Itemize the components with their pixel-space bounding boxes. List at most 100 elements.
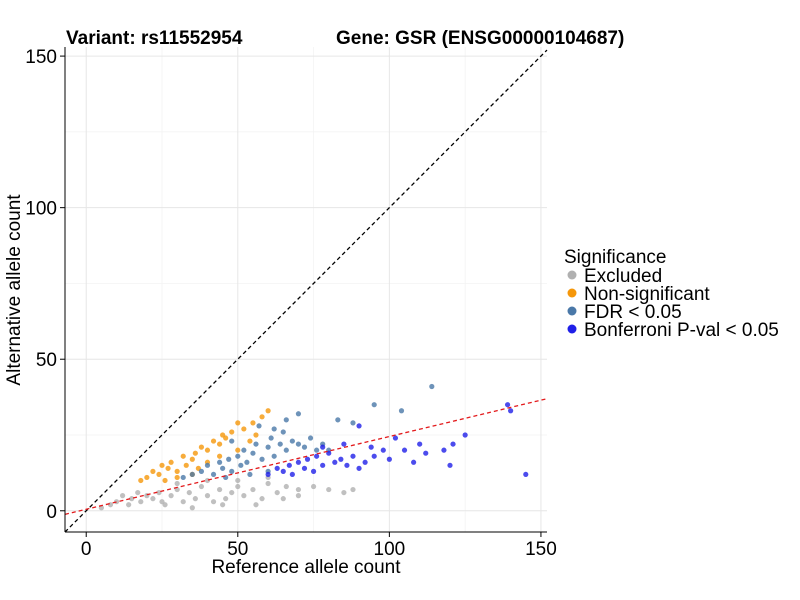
point-non-significant bbox=[165, 465, 171, 471]
y-tick-label: 100 bbox=[25, 199, 57, 220]
point-fdr-0-05 bbox=[238, 462, 244, 468]
point-bonferroni-p-val-0-05 bbox=[380, 447, 386, 453]
point-non-significant bbox=[159, 462, 165, 468]
point-bonferroni-p-val-0-05 bbox=[368, 444, 374, 450]
chart-title-variant: Variant: rs11552954 bbox=[66, 28, 243, 49]
point-excluded bbox=[310, 483, 317, 490]
point-excluded bbox=[119, 493, 126, 499]
point-excluded bbox=[326, 486, 332, 493]
x-tick-label: 150 bbox=[525, 539, 557, 560]
point-excluded bbox=[186, 489, 192, 496]
point-fdr-0-05 bbox=[268, 435, 274, 441]
point-non-significant bbox=[138, 477, 144, 484]
point-excluded bbox=[129, 496, 135, 502]
point-fdr-0-05 bbox=[229, 468, 235, 474]
point-non-significant bbox=[156, 471, 162, 478]
point-bonferroni-p-val-0-05 bbox=[301, 465, 308, 471]
point-bonferroni-p-val-0-05 bbox=[280, 468, 286, 474]
point-non-significant bbox=[265, 408, 271, 414]
point-excluded bbox=[253, 502, 259, 508]
point-excluded bbox=[113, 499, 120, 505]
point-bonferroni-p-val-0-05 bbox=[274, 465, 280, 471]
point-bonferroni-p-val-0-05 bbox=[423, 450, 429, 456]
point-fdr-0-05 bbox=[301, 444, 308, 450]
point-non-significant bbox=[192, 450, 198, 456]
grid bbox=[65, 47, 547, 532]
point-bonferroni-p-val-0-05 bbox=[508, 408, 514, 414]
point-excluded bbox=[135, 489, 141, 496]
x-axis-title: Reference allele count bbox=[211, 557, 401, 578]
point-fdr-0-05 bbox=[198, 468, 205, 474]
point-bonferroni-p-val-0-05 bbox=[386, 456, 392, 462]
point-fdr-0-05 bbox=[217, 459, 223, 465]
point-bonferroni-p-val-0-05 bbox=[320, 444, 326, 450]
point-fdr-0-05 bbox=[280, 429, 286, 435]
point-excluded bbox=[259, 496, 265, 502]
point-non-significant bbox=[250, 420, 256, 426]
legend-label: Excluded bbox=[584, 266, 662, 287]
point-fdr-0-05 bbox=[210, 471, 217, 478]
point-bonferroni-p-val-0-05 bbox=[417, 441, 423, 447]
point-non-significant bbox=[183, 462, 189, 468]
point-non-significant bbox=[235, 420, 241, 426]
point-excluded bbox=[229, 489, 235, 496]
point-bonferroni-p-val-0-05 bbox=[392, 435, 399, 441]
axis-ticks: 0 50 100 150 0 50 100 150 bbox=[25, 47, 556, 560]
legend-key bbox=[567, 270, 577, 280]
point-excluded bbox=[274, 489, 280, 496]
point-bonferroni-p-val-0-05 bbox=[371, 453, 377, 459]
point-non-significant bbox=[150, 468, 156, 474]
point-bonferroni-p-val-0-05 bbox=[350, 453, 356, 459]
point-fdr-0-05 bbox=[250, 450, 256, 456]
legend-label: FDR < 0.05 bbox=[584, 302, 682, 323]
point-excluded bbox=[223, 496, 229, 502]
point-fdr-0-05 bbox=[283, 447, 289, 453]
point-non-significant bbox=[162, 477, 168, 484]
point-fdr-0-05 bbox=[241, 447, 247, 453]
point-fdr-0-05 bbox=[295, 411, 302, 417]
point-fdr-0-05 bbox=[295, 441, 302, 447]
legend: Significance ExcludedNon-significantFDR … bbox=[564, 247, 779, 341]
legend-label: Bonferroni P-val < 0.05 bbox=[584, 320, 779, 341]
point-non-significant bbox=[174, 468, 180, 474]
point-fdr-0-05 bbox=[220, 465, 226, 471]
point-fdr-0-05 bbox=[350, 420, 356, 426]
point-excluded bbox=[295, 486, 302, 493]
point-fdr-0-05 bbox=[429, 383, 435, 390]
legend-key bbox=[567, 288, 577, 298]
point-excluded bbox=[341, 489, 347, 496]
point-bonferroni-p-val-0-05 bbox=[523, 471, 529, 478]
point-fdr-0-05 bbox=[235, 453, 241, 459]
point-excluded bbox=[159, 499, 165, 505]
point-fdr-0-05 bbox=[259, 456, 265, 462]
point-bonferroni-p-val-0-05 bbox=[356, 465, 362, 471]
point-non-significant bbox=[229, 429, 235, 435]
point-excluded bbox=[220, 502, 226, 508]
point-bonferroni-p-val-0-05 bbox=[314, 453, 320, 459]
point-bonferroni-p-val-0-05 bbox=[341, 441, 347, 447]
point-fdr-0-05 bbox=[277, 441, 283, 447]
x-tick-label: 0 bbox=[81, 539, 92, 560]
point-fdr-0-05 bbox=[398, 408, 405, 414]
data-points bbox=[98, 383, 529, 511]
point-excluded bbox=[283, 483, 289, 490]
point-bonferroni-p-val-0-05 bbox=[450, 441, 456, 447]
point-non-significant bbox=[174, 474, 180, 481]
point-bonferroni-p-val-0-05 bbox=[344, 462, 350, 468]
point-excluded bbox=[295, 493, 302, 499]
point-excluded bbox=[204, 477, 211, 484]
x-tick-label: 50 bbox=[227, 539, 248, 560]
point-excluded bbox=[350, 486, 356, 493]
point-excluded bbox=[198, 483, 205, 490]
point-non-significant bbox=[204, 447, 211, 453]
point-excluded bbox=[168, 493, 174, 499]
point-non-significant bbox=[223, 435, 229, 441]
point-non-significant bbox=[247, 438, 253, 444]
point-excluded bbox=[192, 496, 198, 502]
point-non-significant bbox=[217, 441, 223, 447]
point-fdr-0-05 bbox=[256, 423, 262, 429]
point-excluded bbox=[174, 480, 180, 487]
point-excluded bbox=[210, 499, 217, 505]
point-fdr-0-05 bbox=[253, 441, 259, 447]
